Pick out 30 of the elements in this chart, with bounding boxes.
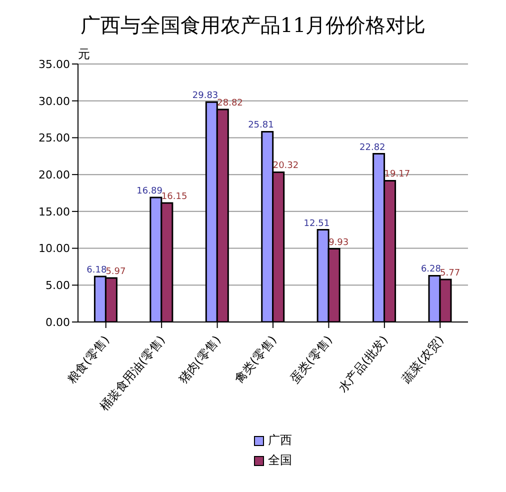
data-label: 29.83 bbox=[192, 91, 218, 102]
legend-label: 广西 bbox=[268, 432, 292, 449]
x-tick-label: 蔬菜(农贸) bbox=[398, 332, 446, 386]
x-tick-label: 蛋类(零售) bbox=[287, 332, 336, 386]
x-tick-label: 水产品(批发) bbox=[335, 332, 391, 396]
legend-label: 全国 bbox=[268, 452, 292, 469]
y-tick-label: 15.00 bbox=[38, 205, 70, 218]
data-label: 16.89 bbox=[136, 186, 163, 196]
data-label: 6.18 bbox=[86, 265, 107, 276]
x-tick-label: 猪肉(零售) bbox=[176, 332, 224, 386]
data-label: 25.81 bbox=[248, 120, 274, 131]
data-label: 20.32 bbox=[272, 161, 299, 172]
y-tick-label: 0.00 bbox=[46, 316, 70, 329]
y-tick-label: 35.00 bbox=[38, 58, 70, 71]
x-tick-label: 粮食(零售) bbox=[64, 332, 112, 386]
chart-title: 广西与全国食用农产品11月份价格对比 bbox=[79, 12, 427, 39]
y-tick-label: 5.00 bbox=[46, 279, 70, 292]
data-label: 22.82 bbox=[360, 142, 386, 153]
data-label: 16.15 bbox=[161, 192, 188, 202]
data-label: 6.28 bbox=[420, 264, 442, 275]
data-label: 5.97 bbox=[106, 266, 126, 277]
y-tick-label: 25.00 bbox=[38, 132, 70, 145]
data-label: 12.51 bbox=[304, 218, 330, 229]
data-label: 5.77 bbox=[440, 268, 460, 278]
data-label: 19.17 bbox=[384, 170, 410, 180]
y-tick-label: 10.00 bbox=[38, 242, 70, 256]
y-tick-label: 30.00 bbox=[38, 94, 70, 108]
x-tick-label: 禽类(零售) bbox=[232, 332, 280, 386]
y-axis-title: 元 bbox=[78, 46, 90, 63]
y-tick-label: 20.00 bbox=[38, 168, 70, 182]
